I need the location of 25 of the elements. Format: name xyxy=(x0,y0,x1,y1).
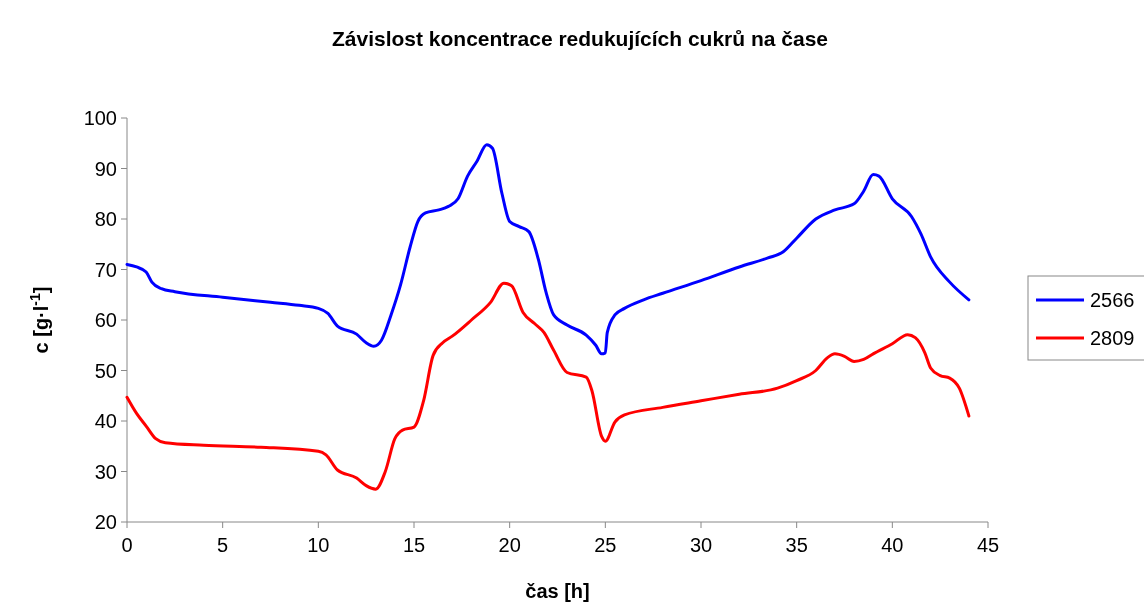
x-axis-title: čas [h] xyxy=(525,580,590,602)
y-tick-label: 30 xyxy=(94,460,117,483)
x-tick-label: 0 xyxy=(121,534,133,556)
legend-label: 2566 xyxy=(1090,289,1135,311)
y-tick-label: 90 xyxy=(94,157,117,180)
y-tick-label: 20 xyxy=(94,511,117,533)
y-tick-label: 60 xyxy=(94,309,117,331)
x-tick-label: 15 xyxy=(402,534,426,556)
x-tick-label: 20 xyxy=(498,534,521,556)
chart-title: Závislost koncentrace redukujících cukrů na čase xyxy=(331,27,829,50)
x-tick-label: 30 xyxy=(689,534,713,556)
y-tick-label: 70 xyxy=(94,258,117,281)
line-series xyxy=(125,143,971,356)
x-tick-label: 40 xyxy=(881,534,904,556)
x-tick-label: 45 xyxy=(976,534,1000,556)
x-tick-label: 10 xyxy=(307,534,330,556)
y-tick-label: 80 xyxy=(94,208,117,230)
y-tick-label: 50 xyxy=(94,359,117,382)
y-tick-label: 100 xyxy=(83,107,117,129)
x-tick-label: 5 xyxy=(217,534,229,556)
x-tick-label: 25 xyxy=(594,534,617,556)
y-tick-label: 40 xyxy=(94,410,117,432)
legend-label: 2809 xyxy=(1090,327,1135,349)
line-series xyxy=(125,281,971,491)
x-tick-label: 35 xyxy=(785,534,808,556)
